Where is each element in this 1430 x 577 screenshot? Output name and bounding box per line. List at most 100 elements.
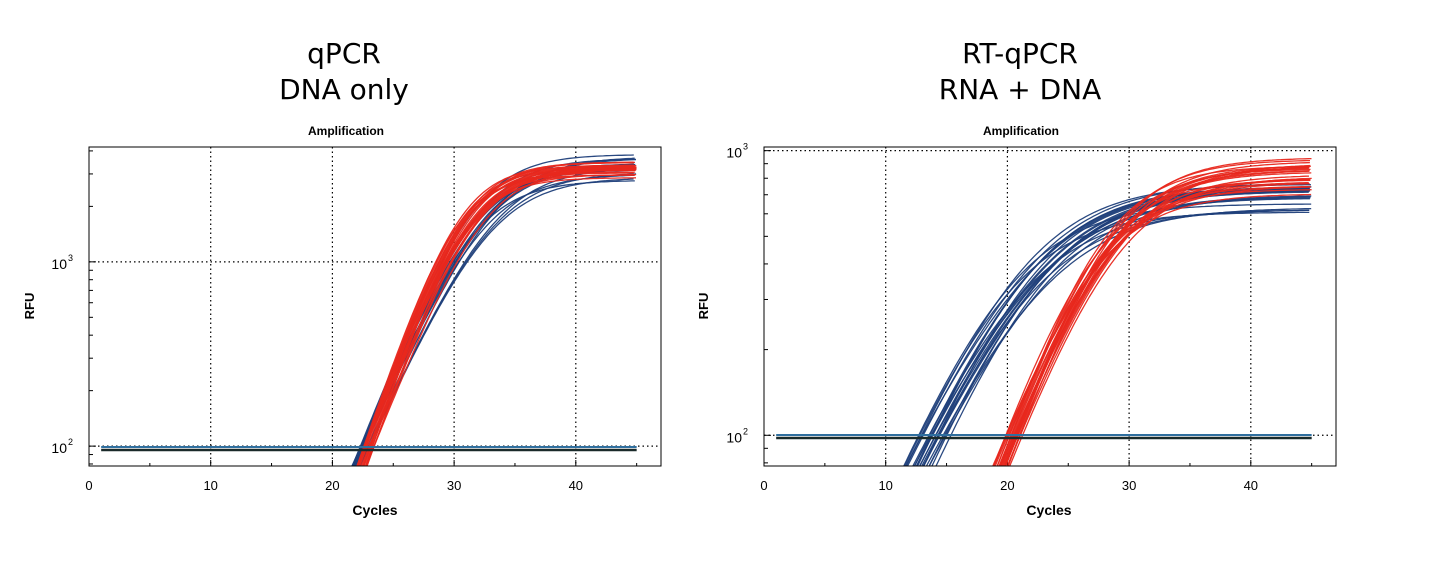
amplification-curve <box>1001 182 1310 466</box>
amplification-curve <box>1003 157 1312 466</box>
x-tick-label: 20 <box>325 478 339 493</box>
right-heading-line1: RT-qPCR <box>962 37 1078 70</box>
x-tick-label: 10 <box>878 478 892 493</box>
amplification-curve <box>919 190 1310 466</box>
y-tick-label: 10 <box>51 256 67 272</box>
amplification-curve <box>357 165 636 466</box>
amplification-curve <box>913 195 1312 466</box>
amplification-curve <box>363 168 637 466</box>
amplification-curve <box>1000 172 1312 466</box>
plot-frame <box>88 146 662 467</box>
amplification-curve <box>915 187 1310 466</box>
amplification-curve <box>1006 181 1309 466</box>
y-tick-exponent: 3 <box>743 142 748 152</box>
x-tick-label: 30 <box>447 478 461 493</box>
y-tick-label: 10 <box>726 145 742 161</box>
x-axis-label: Cycles <box>352 502 397 518</box>
amplification-curve <box>992 186 1311 466</box>
amplification-curve <box>356 174 635 466</box>
amplification-curve <box>998 178 1310 466</box>
amplification-curve <box>1000 175 1310 466</box>
amplification-curve <box>358 166 637 466</box>
amplification-curve <box>356 166 636 466</box>
amplification-curve <box>925 207 1312 466</box>
amplification-curve <box>923 197 1311 466</box>
y-axis-label: RFU <box>22 293 37 320</box>
amplification-curve <box>357 157 635 466</box>
chart-title: Amplification <box>983 124 1059 138</box>
amplification-curve <box>904 186 1312 466</box>
amplification-curve <box>916 188 1310 466</box>
amplification-curve <box>999 165 1310 466</box>
curves-group <box>351 154 637 466</box>
left-heading-line1: qPCR <box>307 37 381 70</box>
amplification-curve <box>993 193 1312 466</box>
amplification-curve <box>357 168 637 466</box>
chart-title: Amplification <box>308 124 384 138</box>
y-tick-exponent: 3 <box>68 253 73 263</box>
amplification-curve <box>1009 177 1312 466</box>
x-tick-label: 30 <box>1122 478 1136 493</box>
amplification-curve <box>360 167 637 466</box>
amplification-curve <box>366 169 636 466</box>
amplification-curve <box>922 186 1311 466</box>
amplification-curve <box>905 184 1311 466</box>
left-panel-heading: qPCR DNA only <box>244 36 444 108</box>
amplification-curve <box>912 209 1310 466</box>
amplification-curve <box>364 164 634 466</box>
right-panel-heading: RT-qPCR RNA + DNA <box>920 36 1120 108</box>
amplification-curve <box>1004 189 1312 466</box>
amplification-curve <box>928 187 1310 466</box>
amplification-curve <box>358 168 637 466</box>
amplification-curve <box>915 186 1309 466</box>
amplification-curve <box>357 177 637 466</box>
amplification-curve <box>928 195 1311 466</box>
amplification-curve <box>358 173 637 466</box>
amplification-curve <box>1004 167 1309 466</box>
x-tick-label: 40 <box>1244 478 1258 493</box>
amplification-curve <box>354 174 635 466</box>
amplification-curve <box>923 190 1310 466</box>
amplification-curve <box>994 170 1310 466</box>
amplification-curve <box>1004 170 1310 466</box>
amplification-curve <box>1006 166 1310 466</box>
right-heading-line2: RNA + DNA <box>938 73 1102 106</box>
amplification-curve <box>1001 179 1311 466</box>
amplification-curve <box>365 168 636 466</box>
amplification-curve <box>359 168 637 466</box>
amplification-curve <box>996 168 1311 466</box>
amplification-curve <box>359 178 634 466</box>
y-tick-label: 10 <box>726 429 742 445</box>
x-tick-label: 0 <box>85 478 92 493</box>
amplification-curve <box>365 168 636 466</box>
amplification-curve <box>1002 165 1311 466</box>
y-tick-label: 10 <box>51 440 67 456</box>
x-tick-label: 0 <box>760 478 767 493</box>
amplification-curve <box>903 211 1310 466</box>
amplification-curve <box>1005 161 1310 466</box>
x-tick-label: 40 <box>569 478 583 493</box>
amplification-curve <box>906 183 1310 466</box>
amplification-curve <box>1007 167 1310 466</box>
amplification-curve <box>913 188 1311 466</box>
amplification-curve <box>999 159 1310 466</box>
left-heading-line2: DNA only <box>279 73 409 106</box>
amplification-curve <box>996 185 1311 466</box>
amplification-curve <box>357 173 637 466</box>
amplification-curve <box>354 169 634 466</box>
amplification-curve <box>903 203 1312 466</box>
x-tick-label: 20 <box>1000 478 1014 493</box>
x-tick-label: 10 <box>203 478 217 493</box>
y-tick-exponent: 2 <box>68 437 73 447</box>
amplification-curve <box>362 169 636 466</box>
amplification-curve <box>993 179 1311 466</box>
amplification-curve <box>935 198 1310 466</box>
amplification-curve <box>931 191 1309 466</box>
amplification-curve <box>1004 164 1311 466</box>
x-axis-label: Cycles <box>1026 502 1071 518</box>
curves-group <box>903 157 1312 466</box>
amplification-curve <box>921 209 1309 466</box>
